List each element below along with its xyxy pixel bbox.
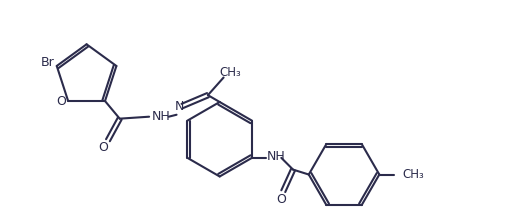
- Text: NH: NH: [267, 150, 286, 163]
- Text: Br: Br: [41, 55, 55, 69]
- Text: O: O: [98, 141, 108, 154]
- Text: N: N: [175, 100, 184, 113]
- Text: O: O: [57, 95, 66, 108]
- Text: CH₃: CH₃: [403, 168, 424, 181]
- Text: O: O: [276, 192, 286, 206]
- Text: NH: NH: [151, 110, 170, 123]
- Text: CH₃: CH₃: [220, 66, 242, 79]
